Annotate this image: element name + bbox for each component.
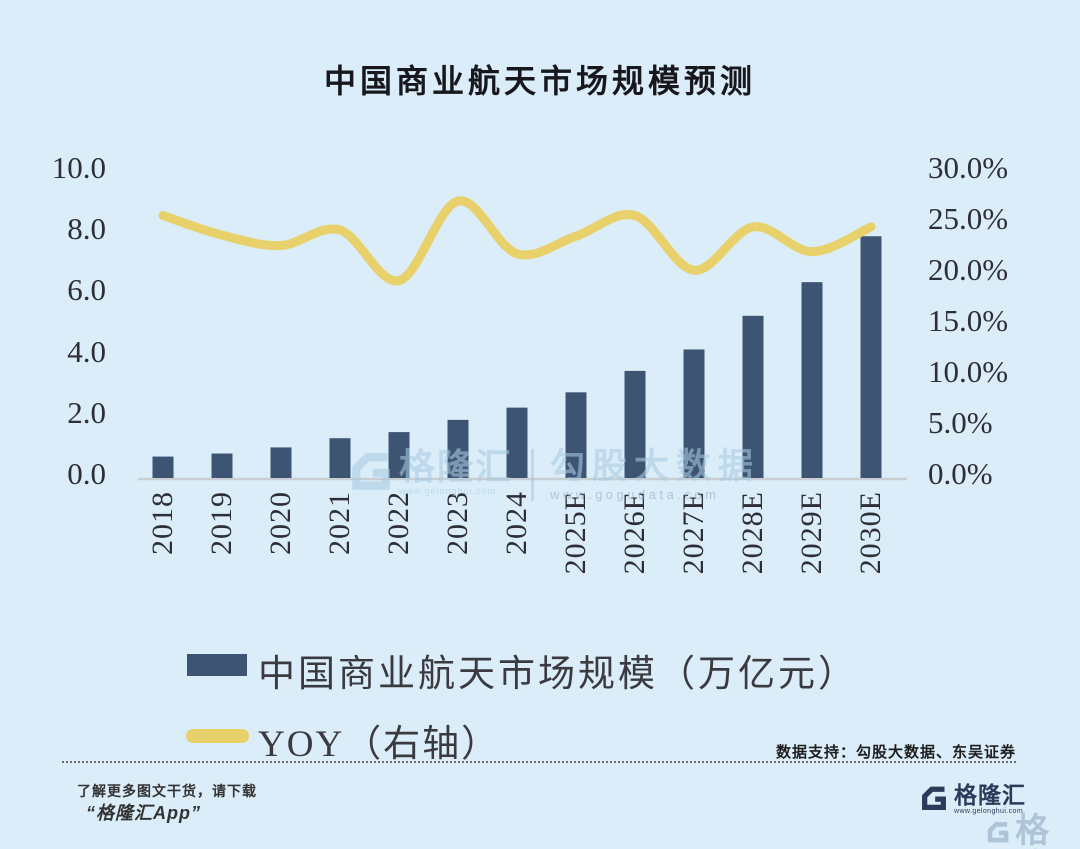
bar-2025E	[565, 392, 587, 478]
footer-logo-url: www.gelonghui.com	[954, 808, 1024, 815]
bar-2020	[270, 447, 292, 478]
data-source-note: 数据支持：勾股大数据、东吴证券	[775, 744, 1016, 761]
gelonghui-logo-icon	[922, 786, 946, 810]
bar-2028E	[742, 315, 764, 478]
y-right-tick-label: 0.0%	[928, 456, 993, 491]
yoy-line	[158, 196, 876, 286]
y-left-tick-label: 6.0	[67, 272, 106, 308]
footer-promo-line1: 了解更多图文干货，请下载	[77, 783, 257, 799]
legend-bar-swatch	[187, 654, 247, 676]
footer-divider	[62, 761, 1016, 763]
bar-2022	[388, 432, 410, 478]
y-right-tick-label: 30.0%	[928, 150, 1009, 185]
y-left-tick-label: 4.0	[67, 333, 106, 369]
legend-bar-label: 中国商业航天市场规模（万亿元）	[258, 654, 858, 695]
y-right-tick-label: 20.0%	[928, 252, 1009, 287]
y-right-tick-label: 15.0%	[928, 303, 1009, 338]
bar-2030E	[860, 236, 882, 478]
bar-2019	[211, 453, 233, 478]
legend-line-label: YOY（右轴）	[258, 724, 501, 765]
bar-2029E	[801, 282, 823, 478]
bar-2026E	[624, 370, 646, 478]
footer-promo-line2: “格隆汇App”	[86, 803, 201, 823]
y-left-tick-label: 0.0	[67, 456, 106, 491]
y-right-tick-label: 10.0%	[928, 354, 1009, 389]
bar-2024	[506, 407, 528, 478]
y-right-tick-label: 5.0%	[928, 405, 993, 440]
bar-2018	[152, 456, 174, 478]
y-right-tick-label: 25.0%	[928, 201, 1009, 236]
bar-2023	[447, 419, 469, 478]
bar-2021	[329, 438, 351, 478]
chart-title: 中国商业航天市场规模预测	[323, 63, 756, 99]
bar-2027E	[683, 349, 705, 478]
y-left-tick-label: 2.0	[67, 394, 106, 430]
gelonghui-footer-logo: 格隆汇 www.gelonghui.com	[920, 783, 1026, 815]
y-left-tick-label: 10.0	[51, 150, 106, 185]
y-left-tick-label: 8.0	[67, 211, 106, 247]
legend-line-swatch	[186, 729, 249, 743]
footer-logo-text: 格隆汇	[954, 782, 1026, 808]
